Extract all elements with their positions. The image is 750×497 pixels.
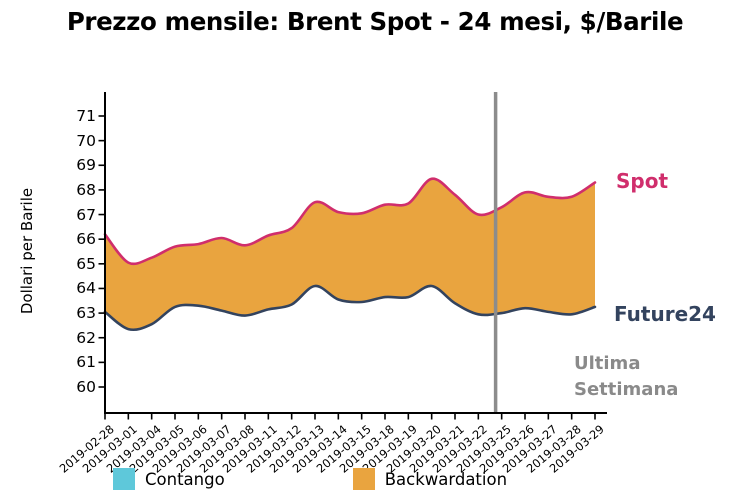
y-tick-label: 65 xyxy=(76,254,96,273)
ultima-settimana-label: Ultima Settimana xyxy=(574,351,678,403)
legend: Contango Backwardation xyxy=(113,468,507,490)
backwardation-legend-label: Backwardation xyxy=(384,469,508,489)
y-tick-label: 61 xyxy=(76,353,96,372)
backwardation-swatch xyxy=(352,468,375,490)
y-tick-label: 69 xyxy=(76,156,96,175)
y-tick-label: 64 xyxy=(76,279,96,298)
spot-line xyxy=(103,177,597,266)
y-tick-label: 63 xyxy=(76,304,96,323)
spot-series-label: Spot xyxy=(616,169,669,193)
y-tick-label: 68 xyxy=(76,180,96,199)
ultima-settimana-line1: Ultima xyxy=(574,353,641,374)
future24-series-label: Future24 xyxy=(614,302,716,326)
y-tick-label: 60 xyxy=(76,378,96,396)
contango-legend-label: Contango xyxy=(145,469,225,489)
ultima-settimana-line2: Settimana xyxy=(574,379,679,400)
future24-line xyxy=(103,284,597,332)
chart-title: Prezzo mensile: Brent Spot - 24 mesi, $/… xyxy=(66,7,684,36)
y-tick-label: 67 xyxy=(76,205,96,224)
y-tick-label: 62 xyxy=(76,328,96,347)
contango-swatch xyxy=(113,468,135,490)
backwardation-area xyxy=(105,178,595,330)
y-tick-label: 71 xyxy=(76,107,96,125)
y-tick-label: 70 xyxy=(76,131,96,150)
y-tick-label: 66 xyxy=(76,230,96,249)
